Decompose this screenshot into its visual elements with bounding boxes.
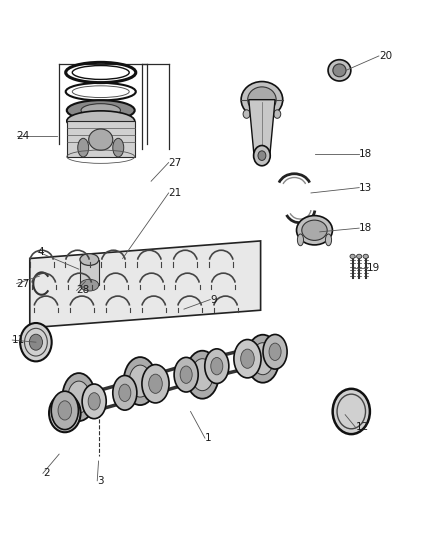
Ellipse shape (124, 357, 157, 405)
Ellipse shape (96, 408, 101, 415)
Ellipse shape (241, 82, 283, 118)
Ellipse shape (80, 254, 99, 265)
Ellipse shape (205, 349, 229, 384)
Ellipse shape (191, 359, 213, 391)
Ellipse shape (234, 340, 261, 378)
Ellipse shape (263, 335, 287, 369)
Ellipse shape (357, 254, 362, 259)
Ellipse shape (186, 351, 219, 399)
Ellipse shape (82, 384, 106, 419)
Text: 2: 2 (43, 469, 49, 478)
Ellipse shape (148, 374, 162, 393)
Ellipse shape (328, 60, 351, 81)
Ellipse shape (274, 110, 281, 118)
Ellipse shape (60, 407, 70, 419)
Ellipse shape (81, 103, 120, 117)
Ellipse shape (252, 343, 274, 375)
Text: 4: 4 (37, 247, 44, 256)
Ellipse shape (63, 373, 95, 421)
Ellipse shape (302, 220, 327, 240)
Text: 21: 21 (169, 188, 182, 198)
Ellipse shape (58, 401, 71, 420)
Ellipse shape (67, 111, 135, 131)
Ellipse shape (142, 365, 169, 403)
Polygon shape (80, 260, 99, 285)
Ellipse shape (68, 381, 90, 413)
Ellipse shape (350, 254, 355, 259)
Ellipse shape (254, 146, 270, 166)
Text: 3: 3 (97, 476, 104, 486)
Ellipse shape (325, 234, 332, 246)
Ellipse shape (333, 64, 346, 77)
Ellipse shape (80, 279, 99, 291)
Ellipse shape (246, 335, 279, 383)
Text: 18: 18 (359, 223, 372, 233)
Text: 24: 24 (17, 131, 30, 141)
Ellipse shape (297, 215, 332, 245)
Ellipse shape (269, 343, 281, 360)
Ellipse shape (88, 393, 100, 410)
Text: 19: 19 (367, 263, 380, 272)
Text: 11: 11 (12, 335, 25, 345)
Ellipse shape (180, 366, 192, 383)
Ellipse shape (49, 394, 81, 432)
Ellipse shape (119, 384, 131, 401)
Text: 1: 1 (205, 433, 212, 443)
Ellipse shape (78, 139, 88, 157)
Ellipse shape (243, 110, 250, 118)
Ellipse shape (129, 365, 151, 397)
Ellipse shape (113, 139, 124, 157)
Polygon shape (249, 100, 275, 156)
Text: 9: 9 (210, 295, 217, 304)
Text: 13: 13 (359, 183, 372, 192)
Text: 28: 28 (77, 286, 90, 295)
Ellipse shape (113, 376, 137, 410)
Text: 12: 12 (356, 423, 369, 432)
Ellipse shape (297, 234, 304, 246)
Polygon shape (67, 121, 135, 157)
Ellipse shape (88, 129, 113, 150)
Ellipse shape (72, 86, 129, 98)
Ellipse shape (333, 389, 370, 434)
Ellipse shape (240, 349, 254, 368)
Ellipse shape (51, 391, 78, 430)
Ellipse shape (174, 358, 198, 392)
Ellipse shape (211, 358, 223, 375)
Ellipse shape (72, 66, 129, 79)
Ellipse shape (20, 323, 52, 361)
Text: 18: 18 (359, 149, 372, 158)
Ellipse shape (247, 87, 276, 112)
Text: 20: 20 (379, 51, 392, 61)
Text: 27: 27 (17, 279, 30, 288)
Ellipse shape (29, 334, 42, 350)
Ellipse shape (67, 100, 135, 120)
Ellipse shape (258, 151, 266, 160)
Text: 27: 27 (169, 158, 182, 167)
Polygon shape (30, 241, 261, 328)
Ellipse shape (363, 254, 368, 259)
Ellipse shape (54, 400, 75, 426)
